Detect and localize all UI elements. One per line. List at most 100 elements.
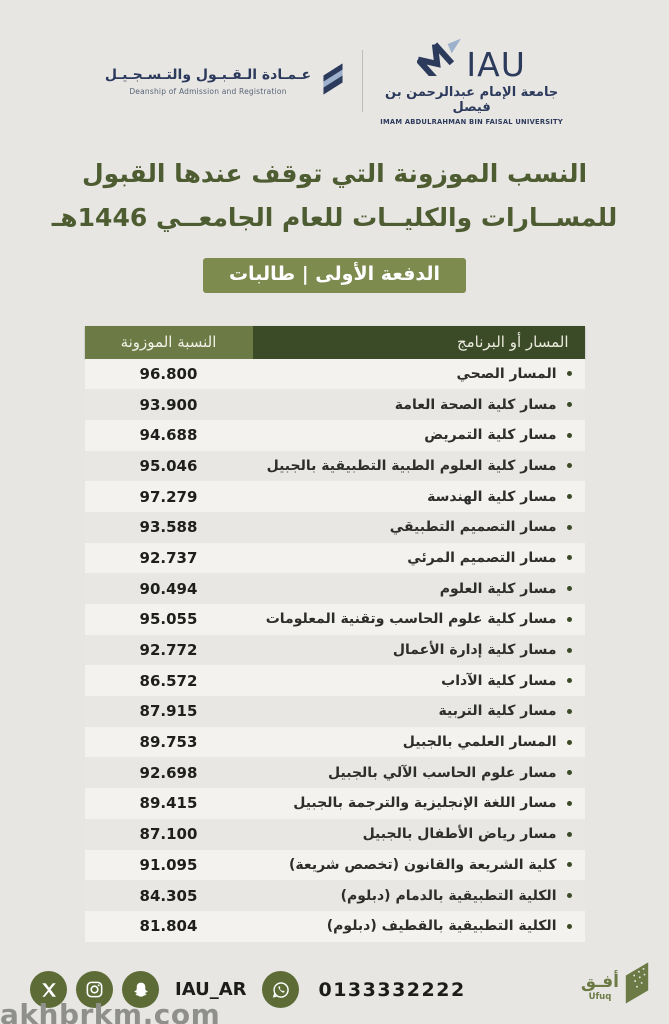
- title-line1: النسب الموزونة التي توقف عندها القبول: [81, 159, 588, 188]
- table-row: مسار كلية العلوم 90.494: [84, 573, 585, 604]
- title-line2: للمســارات والكليــات للعام الجامعــي 14…: [51, 202, 618, 232]
- row-value: 91.095: [139, 855, 198, 874]
- university-name-en: IMAM ABDULRAHMAN BIN FAISAL UNIVERSITY: [380, 118, 563, 126]
- row-label: المسار الصحي: [456, 365, 557, 382]
- table-row: مسار كلية الهندسة 97.279: [84, 481, 585, 512]
- bullet-icon: [566, 770, 572, 776]
- university-name-ar: جامعة الإمام عبدالرحمن بن فيصل: [385, 85, 559, 115]
- bullet-icon: [566, 463, 572, 469]
- table-row: مسار كلية الآداب 86.572: [84, 665, 585, 697]
- row-label: مسار رياض الأطفال بالجبيل: [362, 826, 557, 843]
- row-label-group: مسار كلية الآداب: [253, 673, 585, 689]
- deanship-name-ar: عـمـادة الـقـبـول والتـسـجـيـل: [104, 66, 312, 83]
- table-row: مسار كلية العلوم الطبية التطبيقية بالجبي…: [84, 450, 585, 482]
- row-value: 87.100: [139, 825, 198, 844]
- row-value: 89.415: [139, 794, 198, 813]
- bullet-icon: [566, 678, 572, 684]
- row-label-group: مسار اللغة الإنجليزية والترجمة بالجبيل: [253, 795, 585, 811]
- bullet-icon: [566, 831, 572, 837]
- row-label: مسار كلية إدارة الأعمال: [392, 642, 557, 659]
- row-label-group: مسار كلية العلوم: [253, 581, 585, 597]
- bullet-icon: [566, 371, 572, 377]
- row-label: الكلية التطبيقية بالدمام (دبلوم): [340, 887, 557, 904]
- row-label-group: كلية الشريعة والقانون (تخصص شريعة): [253, 857, 585, 873]
- table-row: مسار علوم الحاسب الآلي بالجبيل 92.698: [84, 757, 585, 789]
- header: عـمـادة الـقـبـول والتـسـجـيـل Deanship …: [0, 0, 669, 126]
- table-body: المسار الصحي 96.800 مسار كلية الصحة العا…: [84, 358, 585, 942]
- row-label: مسار كلية العلوم الطبية التطبيقية بالجبي…: [266, 457, 557, 474]
- row-label-group: مسار التصميم المرئي: [253, 550, 585, 566]
- footer: IAU_AR 0133332222 أفـق Ufuq: [30, 960, 651, 1008]
- row-label-group: الكلية التطبيقية بالدمام (دبلوم): [253, 888, 585, 904]
- row-value: 97.279: [139, 487, 198, 506]
- row-label: مسار كلية التربية: [438, 703, 557, 720]
- row-label: مسار كلية الآداب: [441, 672, 557, 689]
- deanship-logo: عـمـادة الـقـبـول والتـسـجـيـل Deanship …: [105, 63, 346, 99]
- bullet-icon: [566, 647, 572, 653]
- table-row: مسار اللغة الإنجليزية والترجمة بالجبيل 8…: [84, 788, 585, 819]
- column-header-program: المسار أو البرنامج: [252, 325, 585, 359]
- table-row: الكلية التطبيقية بالدمام (دبلوم) 84.305: [84, 880, 585, 911]
- table-header: المسار أو البرنامج النسبة الموزونة: [84, 325, 585, 359]
- bullet-icon: [566, 708, 572, 714]
- row-label-group: مسار كلية الصحة العامة: [253, 397, 585, 413]
- row-label: مسار اللغة الإنجليزية والترجمة بالجبيل: [293, 795, 557, 812]
- instagram-icon[interactable]: [76, 971, 113, 1008]
- whatsapp-icon[interactable]: [262, 971, 300, 1008]
- bullet-icon: [566, 862, 572, 868]
- row-label: مسار علوم الحاسب الآلي بالجبيل: [328, 764, 557, 781]
- row-label: مسار كلية علوم الحاسب وتقنية المعلومات: [265, 611, 557, 628]
- row-value: 95.055: [139, 610, 198, 629]
- ufuq-name-ar: أفـق: [580, 972, 619, 992]
- deanship-text: عـمـادة الـقـبـول والتـسـجـيـل Deanship …: [105, 67, 311, 96]
- table-row: مسار كلية التربية 87.915: [84, 696, 585, 727]
- row-value: 89.753: [139, 733, 198, 752]
- bullet-icon: [566, 800, 572, 806]
- bullet-icon: [566, 893, 572, 899]
- row-value: 81.804: [139, 917, 198, 936]
- row-value: 87.915: [139, 702, 198, 721]
- row-value: 96.800: [139, 364, 198, 383]
- table-row: مسار كلية التمريض 94.688: [84, 419, 585, 451]
- row-value: 92.698: [139, 763, 198, 782]
- row-label-group: المسار الصحي: [253, 366, 585, 382]
- row-label: مسار كلية الصحة العامة: [394, 396, 557, 413]
- table-row: مسار كلية علوم الحاسب وتقنية المعلومات 9…: [84, 604, 585, 635]
- row-value: 84.305: [139, 886, 198, 905]
- bullet-icon: [566, 739, 572, 745]
- row-label-group: مسار كلية التمريض: [253, 427, 585, 443]
- social-links: IAU_AR 0133332222: [30, 971, 466, 1008]
- phone-number: 0133332222: [318, 978, 466, 1001]
- bullet-icon: [566, 555, 572, 561]
- bullet-icon: [566, 586, 572, 592]
- table-row: مسار كلية الصحة العامة 93.900: [84, 389, 585, 420]
- x-icon[interactable]: [30, 971, 67, 1008]
- row-label: مسار كلية التمريض: [424, 427, 557, 444]
- row-label-group: مسار كلية علوم الحاسب وتقنية المعلومات: [253, 611, 585, 627]
- row-value: 92.737: [139, 548, 198, 567]
- table-row: المسار الصحي 96.800: [84, 358, 585, 390]
- bullet-icon: [566, 432, 572, 438]
- row-label-group: مسار كلية التربية: [253, 703, 585, 719]
- bullet-icon: [566, 402, 572, 408]
- batch-badge: الدفعة الأولى | طالبات: [202, 257, 467, 293]
- table-row: مسار كلية إدارة الأعمال 92.772: [84, 634, 585, 666]
- row-label: مسار التصميم التطبيقي: [389, 519, 557, 536]
- row-label-group: المسار العلمي بالجبيل: [253, 734, 585, 750]
- row-label-group: مسار علوم الحاسب الآلي بالجبيل: [253, 765, 585, 781]
- row-value: 92.772: [139, 641, 198, 660]
- table-row: المسار العلمي بالجبيل 89.753: [84, 726, 585, 758]
- row-label-group: مسار كلية إدارة الأعمال: [253, 642, 585, 658]
- row-value: 95.046: [139, 456, 198, 475]
- iau-abbr: IAU: [466, 44, 526, 84]
- ufuq-logo: أفـق Ufuq: [581, 960, 651, 1008]
- deanship-name-en: Deanship of Admission and Registration: [129, 86, 287, 96]
- cutoff-table: المسار أو البرنامج النسبة الموزونة المسا…: [84, 325, 585, 942]
- ufuq-emblem-icon: [623, 960, 651, 1008]
- row-value: 93.588: [139, 518, 198, 537]
- row-value: 86.572: [139, 671, 198, 690]
- snapchat-icon[interactable]: [122, 971, 159, 1008]
- row-label: كلية الشريعة والقانون (تخصص شريعة): [289, 856, 557, 873]
- bullet-icon: [566, 524, 572, 530]
